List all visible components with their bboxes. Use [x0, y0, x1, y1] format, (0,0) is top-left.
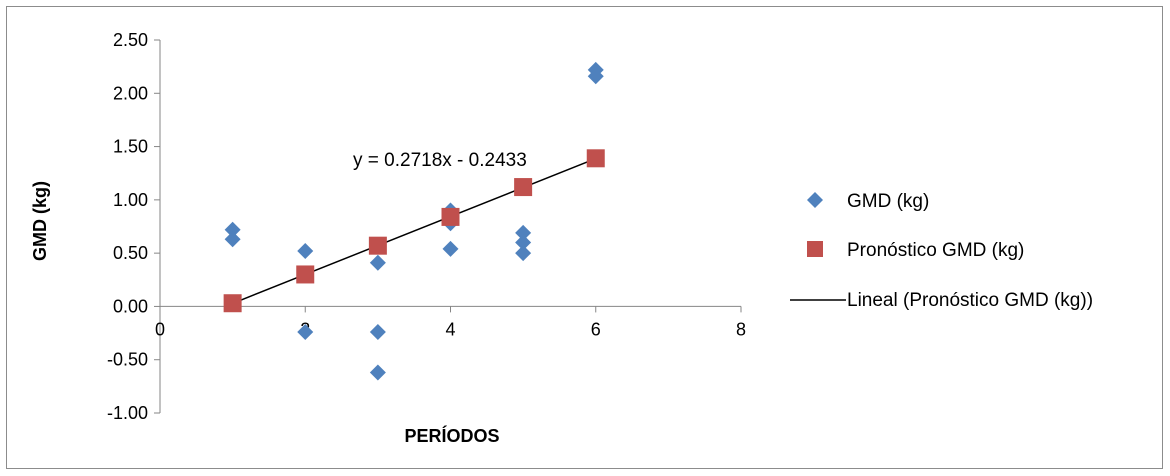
y-tick-label: 2.00 — [113, 83, 148, 103]
gmd-point — [297, 324, 314, 341]
y-tick-label: 1.00 — [113, 190, 148, 210]
x-axis-title: PERÍODOS — [404, 425, 499, 446]
gmd-point — [442, 240, 459, 257]
legend-marker-square — [807, 241, 823, 257]
x-ticks: 02468 — [155, 306, 746, 339]
gmd-point — [369, 254, 386, 271]
legend: GMD (kg) Pronóstico GMD (kg) Lineal (Pro… — [790, 191, 1093, 311]
gmd-point — [224, 221, 241, 238]
gmd-point — [224, 231, 241, 248]
legend-marker-diamond — [807, 192, 823, 208]
legend-label-forecast: Pronóstico GMD (kg) — [847, 240, 1024, 261]
y-axis-title: GMD (kg) — [30, 181, 50, 261]
gmd-point — [515, 234, 532, 251]
x-tick-label: 8 — [736, 319, 746, 339]
forecast-point — [296, 265, 315, 284]
gmd-point — [587, 68, 604, 85]
legend-label-gmd: GMD (kg) — [847, 191, 929, 212]
y-tick-label: 1.50 — [113, 137, 148, 157]
y-tick-label: 0.00 — [113, 296, 148, 316]
y-tick-label: -1.00 — [107, 403, 148, 423]
gmd-point — [369, 364, 386, 381]
gmd-point — [515, 224, 532, 241]
trendline — [232, 157, 597, 305]
forecast-point — [368, 236, 387, 255]
series-gmd — [224, 61, 604, 381]
forecast-point — [223, 294, 242, 313]
y-tick-label: 2.50 — [113, 30, 148, 50]
forecast-point — [586, 149, 605, 168]
gmd-point — [297, 243, 314, 260]
x-tick-label: 6 — [591, 319, 601, 339]
forecast-point — [441, 207, 460, 226]
gmd-point — [515, 245, 532, 262]
chart-frame — [6, 6, 1163, 469]
y-ticks: 2.50 2.00 1.50 1.00 0.50 0.00 -0.50 -1.00 — [107, 30, 160, 423]
x-tick-label: 4 — [445, 319, 455, 339]
gmd-point — [369, 324, 386, 341]
trendline-path — [232, 157, 597, 305]
y-tick-label: 0.50 — [113, 243, 148, 263]
forecast-point — [514, 178, 533, 197]
x-tick-label: 0 — [155, 319, 165, 339]
y-tick-label: -0.50 — [107, 350, 148, 370]
legend-label-trend: Lineal (Pronóstico GMD (kg)) — [847, 290, 1093, 311]
series-forecast — [223, 149, 605, 313]
trendline-equation: y = 0.2718x - 0.2433 — [353, 150, 527, 171]
